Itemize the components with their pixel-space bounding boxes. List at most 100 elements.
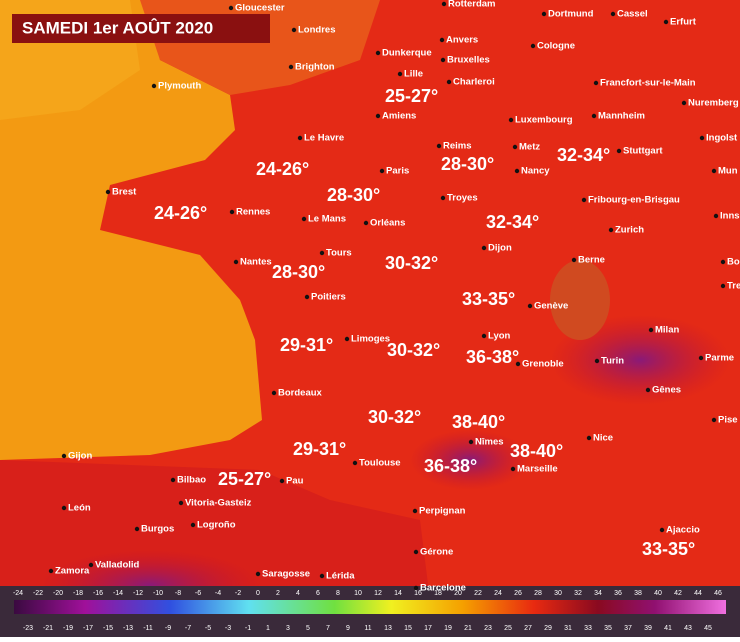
legend-tick: 40: [654, 590, 662, 597]
city-label: Genève: [534, 301, 568, 312]
legend-tick: 21: [464, 625, 472, 632]
legend-tick: 5: [306, 625, 310, 632]
legend-tick: 38: [634, 590, 642, 597]
legend-tick: 11: [364, 625, 371, 632]
legend-tick: 19: [444, 625, 452, 632]
city-dot: [541, 11, 547, 17]
legend-tick: -16: [93, 590, 103, 597]
city-label: Milan: [655, 325, 679, 336]
city-dot: [512, 144, 518, 150]
legend-tick: 46: [714, 590, 722, 597]
legend-tick: 12: [374, 590, 382, 597]
legend-tick: -4: [215, 590, 221, 597]
city-dot: [291, 27, 297, 33]
legend-tick: -21: [43, 625, 53, 632]
city-dot: [134, 526, 140, 532]
city-dot: [229, 209, 235, 215]
heat-zone: [410, 430, 530, 490]
city-dot: [711, 417, 717, 423]
sea: [0, 0, 262, 460]
temperature-label: 30-32°: [385, 253, 438, 273]
temperature-label: 25-27°: [218, 469, 271, 489]
legend-tick: -13: [123, 625, 133, 632]
city-label: Mun: [718, 166, 738, 177]
title-box: [12, 14, 270, 43]
city-dot: [304, 294, 310, 300]
city-dot: [319, 250, 325, 256]
city-label: Valladolid: [95, 560, 140, 571]
city-dot: [48, 568, 54, 574]
legend-tick: -7: [185, 625, 191, 632]
city-dot: [711, 168, 717, 174]
city-label: Saragosse: [262, 569, 310, 580]
city-dot: [151, 83, 157, 89]
legend-tick: 25: [504, 625, 512, 632]
city-label: Erfurt: [670, 17, 697, 28]
legend-tick: 41: [664, 625, 672, 632]
city-dot: [591, 113, 597, 119]
city-label: Bruxelles: [447, 55, 490, 66]
city-label: Limoges: [351, 334, 390, 345]
city-dot: [441, 1, 447, 7]
title: SAMEDI 1er AOÛT 2020: [22, 18, 213, 37]
legend-tick: -6: [195, 590, 201, 597]
city-dot: [271, 390, 277, 396]
city-label: Cassel: [617, 9, 648, 20]
city-label: Pise: [718, 415, 738, 426]
city-dot: [515, 361, 521, 367]
city-label: Brest: [112, 187, 137, 198]
legend-tick: 4: [296, 590, 300, 597]
legend-tick: -19: [63, 625, 73, 632]
legend-tick: 26: [514, 590, 522, 597]
city-dot: [608, 227, 614, 233]
city-dot: [297, 135, 303, 141]
temperature-label: 24-26°: [256, 159, 309, 179]
legend-tick: -5: [205, 625, 211, 632]
city-dot: [436, 143, 442, 149]
city-label: Zurich: [615, 225, 644, 236]
legend-tick: 0: [256, 590, 260, 597]
city-label: Dijon: [488, 243, 512, 254]
legend-tick: 45: [704, 625, 712, 632]
city-label: Nancy: [521, 166, 550, 177]
city-label: Nice: [593, 433, 613, 444]
city-label: Orléans: [370, 218, 405, 229]
legend-tick: 8: [336, 590, 340, 597]
city-label: Lille: [404, 69, 423, 80]
city-label: Nantes: [240, 257, 272, 268]
city-dot: [344, 336, 350, 342]
legend-tick: 13: [384, 625, 392, 632]
city-dot: [720, 259, 726, 265]
city-dot: [514, 168, 520, 174]
city-dot: [105, 189, 111, 195]
legend-tick: 29: [544, 625, 552, 632]
legend-tick: -12: [133, 590, 143, 597]
city-label: Poitiers: [311, 292, 346, 303]
city-label: Gloucester: [235, 3, 285, 14]
city-dot: [610, 11, 616, 17]
city-dot: [279, 478, 285, 484]
city-label: Le Havre: [304, 133, 344, 144]
legend-tick: 35: [604, 625, 612, 632]
city-dot: [61, 505, 67, 511]
city-dot: [255, 571, 261, 577]
temperature-label: 29-31°: [293, 439, 346, 459]
legend-tick: -17: [83, 625, 93, 632]
legend-tick: 28: [534, 590, 542, 597]
city-label: Troyes: [447, 193, 478, 204]
city-label: Plymouth: [158, 81, 201, 92]
legend-tick: 30: [554, 590, 562, 597]
city-label: Tours: [326, 248, 352, 259]
legend-tick: 37: [624, 625, 632, 632]
city-dot: [170, 477, 176, 483]
city-dot: [190, 522, 196, 528]
city-label: Dortmund: [548, 9, 594, 20]
city-label: Dunkerque: [382, 48, 432, 59]
city-dot: [530, 43, 536, 49]
city-label: Nuremberg: [688, 98, 739, 109]
city-dot: [379, 168, 385, 174]
city-dot: [586, 435, 592, 441]
legend-tick: -10: [153, 590, 163, 597]
city-label: Inns: [720, 211, 740, 222]
legend-tick: 20: [454, 590, 462, 597]
